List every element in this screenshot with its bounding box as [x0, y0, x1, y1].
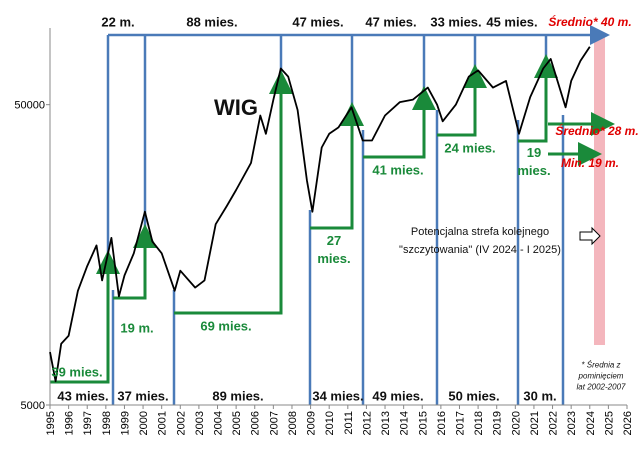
- rise-label: 27 mies.: [317, 233, 351, 266]
- y-tick-label: 50000: [14, 100, 45, 112]
- x-tick-label: 2023: [566, 411, 578, 435]
- x-tick-label: 2009: [306, 411, 318, 435]
- x-tick-label: 2026: [622, 411, 634, 435]
- rise-label: 19 m.: [120, 320, 154, 336]
- bull-label: 47 mies.: [292, 14, 344, 30]
- x-tick-label: 2017: [454, 411, 466, 435]
- x-tick-label: 1996: [64, 411, 76, 435]
- x-tick-label: 2005: [231, 411, 243, 435]
- rise-label: 19 mies.: [517, 145, 551, 178]
- rise-label: 24 mies.: [444, 140, 496, 156]
- x-tick-label: 2001: [157, 411, 169, 435]
- zone-note: Potencjalna strefa kolejnego: [410, 226, 550, 238]
- x-tick-label: 1999: [119, 411, 131, 435]
- x-tick-label: 2025: [603, 411, 615, 435]
- bear-label: 89 mies.: [212, 388, 264, 404]
- bull-label: 33 mies.: [430, 14, 482, 30]
- rise-average: Średnio* 28 m.: [555, 124, 639, 138]
- x-tick-label: 2007: [268, 411, 280, 435]
- x-tick-label: 2021: [529, 411, 541, 435]
- zone-note: "szczytowania" (IV 2024 - I 2025): [399, 244, 561, 256]
- series-title: WIG: [214, 95, 258, 120]
- x-tick-label: 2008: [287, 411, 299, 435]
- x-tick-label: 1995: [45, 411, 57, 435]
- bear-label: 43 mies.: [57, 388, 109, 404]
- footnote: * Średnia z pominięciem lat 2002-2007: [576, 360, 626, 392]
- bull-label: 45 mies.: [486, 14, 538, 30]
- bear-label: 30 m.: [523, 388, 557, 404]
- x-tick-label: 2000: [138, 411, 150, 435]
- x-tick-label: 2018: [473, 411, 485, 435]
- x-tick-label: 1997: [82, 411, 94, 435]
- x-tick-label: 2010: [324, 411, 336, 435]
- series-line: [49, 46, 591, 383]
- x-tick-label: 2016: [436, 411, 448, 435]
- x-tick-label: 2020: [510, 411, 522, 435]
- bull-label: 88 mies.: [186, 14, 238, 30]
- bull-label: 22 m.: [101, 14, 135, 30]
- x-tick-label: 1998: [101, 411, 113, 435]
- peak-zone: [594, 35, 605, 345]
- x-tick-label: 2024: [585, 411, 597, 435]
- zone-arrow: [579, 226, 601, 246]
- bear-label: 37 mies.: [117, 388, 169, 404]
- x-tick-label: 2022: [548, 411, 560, 435]
- x-tick-label: 2015: [417, 411, 429, 435]
- bear-label: 49 mies.: [372, 388, 424, 404]
- rise-label: 39 mies.: [51, 364, 103, 380]
- rise-label: 41 mies.: [372, 162, 424, 178]
- bull-average: Średnio* 40 m.: [548, 15, 632, 29]
- x-tick-label: 2014: [399, 411, 411, 435]
- x-tick-label: 2004: [213, 411, 225, 435]
- rise-arrows: [50, 54, 615, 384]
- y-tick-label: 5000: [21, 400, 45, 412]
- rise-label: 69 mies.: [200, 318, 252, 334]
- x-tick-label: 2006: [250, 411, 262, 435]
- bear-label: 34 mies.: [312, 388, 364, 404]
- rise-min: Min. 19 m.: [560, 156, 620, 170]
- bull-label: 47 mies.: [365, 14, 417, 30]
- x-tick-label: 2011: [343, 411, 355, 435]
- x-tick-label: 2003: [194, 411, 206, 435]
- bear-label: 50 mies.: [448, 388, 500, 404]
- x-tick-label: 2019: [492, 411, 504, 435]
- cycle-lines: [106, 25, 610, 405]
- x-tick-label: 2002: [175, 411, 187, 435]
- x-tick-label: 2012: [361, 411, 373, 435]
- x-tick-label: 2013: [380, 411, 392, 435]
